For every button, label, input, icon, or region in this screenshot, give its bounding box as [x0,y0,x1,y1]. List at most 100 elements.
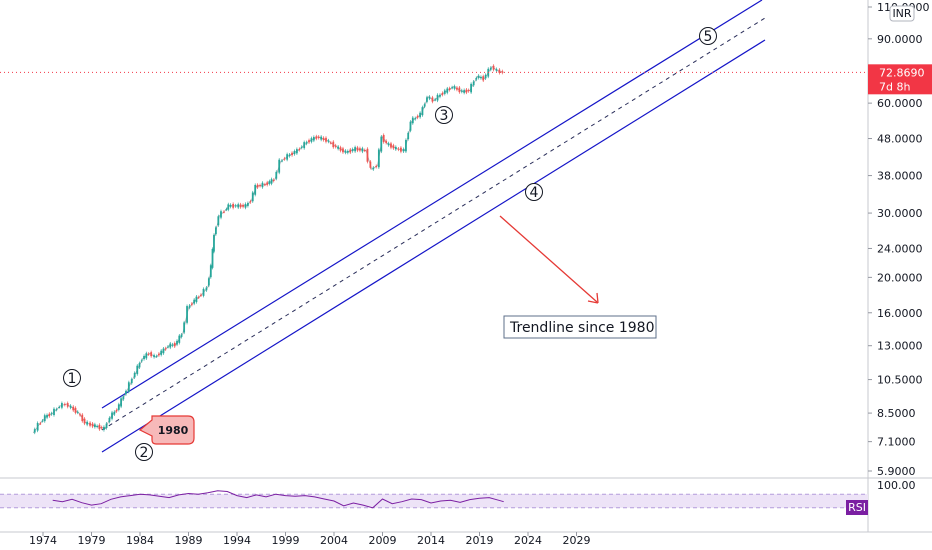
candle[interactable] [380,136,383,152]
candle[interactable] [96,426,99,428]
candle[interactable] [305,142,308,144]
candle[interactable] [298,148,301,150]
candle[interactable] [259,185,261,187]
time-axis[interactable]: 1974 1979 1984 1989 1994 1999 2004 2009 2014 2019… [0,531,932,547]
candle[interactable] [160,350,163,355]
candle[interactable] [197,297,200,299]
candle[interactable] [162,348,165,354]
candle[interactable] [66,403,69,407]
candle[interactable] [105,423,108,429]
candle[interactable] [293,151,296,155]
candle[interactable] [205,287,208,291]
candle[interactable] [312,137,315,141]
candle[interactable] [495,69,498,71]
candle[interactable] [268,181,271,184]
candle[interactable] [263,184,266,186]
candle[interactable] [242,204,244,207]
channel-midline[interactable] [101,17,766,431]
candle[interactable] [451,87,453,89]
candle[interactable] [344,150,347,153]
candle[interactable] [339,147,342,151]
note-box[interactable] [503,315,657,339]
rsi-line[interactable] [52,490,504,509]
candle[interactable] [467,90,470,92]
candle[interactable] [400,147,402,152]
candle[interactable] [69,405,72,408]
candle[interactable] [188,305,191,308]
candle[interactable] [288,154,291,157]
candle[interactable] [138,363,141,368]
candle[interactable] [100,427,103,429]
candle[interactable] [53,408,55,415]
candle[interactable] [225,209,228,211]
candle[interactable] [472,81,475,86]
candle[interactable] [207,278,210,286]
candle[interactable] [363,150,366,152]
callout-1980[interactable] [138,415,195,445]
candle[interactable] [164,348,167,350]
candle[interactable] [169,343,172,348]
candle[interactable] [33,429,36,433]
candle[interactable] [392,145,395,149]
candle[interactable] [275,171,278,179]
candle[interactable] [58,407,61,409]
candle[interactable] [254,184,257,195]
candle[interactable] [431,97,434,102]
candle[interactable] [115,410,118,412]
candle[interactable] [232,203,235,208]
candle[interactable] [482,76,485,81]
candle[interactable] [86,421,89,425]
candle[interactable] [407,132,410,140]
candle[interactable] [130,379,133,384]
last-price-tag[interactable] [868,64,932,95]
candle[interactable] [256,184,259,188]
candle[interactable] [278,159,281,173]
candle[interactable] [315,136,318,139]
rsi-pane[interactable]: 100.00 RSI [0,477,932,515]
candle[interactable] [409,121,412,131]
candle[interactable] [354,147,356,152]
candle[interactable] [113,411,116,415]
candle[interactable] [369,161,372,168]
candle[interactable] [421,107,424,116]
candle[interactable] [337,146,340,149]
candle[interactable] [103,426,105,431]
candle[interactable] [359,148,361,151]
candle[interactable] [83,418,86,424]
candle[interactable] [41,420,44,422]
candle[interactable] [439,94,441,97]
candle[interactable] [158,353,160,356]
candle[interactable] [317,136,320,138]
candle[interactable] [423,104,426,107]
candle[interactable] [39,423,42,425]
price-axis[interactable]: 110.000090.000060.000048.000038.000030.0… [867,0,932,532]
candle[interactable] [477,75,480,78]
candle[interactable] [283,158,286,160]
candle[interactable] [498,69,501,73]
candle[interactable] [394,146,397,150]
candle[interactable] [50,413,53,415]
candle[interactable] [125,391,127,395]
candle[interactable] [211,248,214,268]
candle[interactable] [150,352,153,357]
candle[interactable] [229,204,232,207]
candle[interactable] [414,118,417,120]
candle[interactable] [426,97,428,102]
candle[interactable] [458,87,461,93]
candle[interactable] [387,143,390,146]
candle[interactable] [361,148,364,152]
candle[interactable] [346,151,349,153]
candle[interactable] [63,404,66,406]
candle[interactable] [117,404,120,410]
candle[interactable] [436,94,439,101]
candle[interactable] [55,409,58,411]
candle[interactable] [76,411,79,413]
candle[interactable] [244,204,247,208]
candle[interactable] [183,322,186,333]
candle[interactable] [127,382,130,392]
candle[interactable] [456,87,458,90]
candle[interactable] [295,149,298,154]
candle[interactable] [382,134,385,143]
candle[interactable] [209,265,212,278]
candle[interactable] [153,355,155,358]
